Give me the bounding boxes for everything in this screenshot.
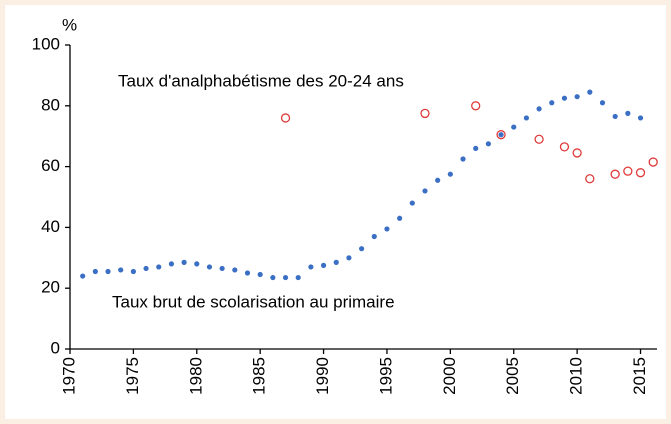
point bbox=[219, 265, 225, 272]
point bbox=[523, 115, 530, 121]
point bbox=[295, 274, 301, 281]
annotation: Taux d'analphabétisme des 20-24 ans bbox=[118, 71, 404, 90]
point bbox=[572, 148, 582, 158]
point bbox=[257, 271, 263, 278]
point bbox=[280, 113, 291, 123]
point bbox=[473, 145, 479, 151]
point bbox=[181, 259, 187, 265]
point bbox=[143, 265, 149, 272]
point bbox=[623, 166, 633, 176]
point bbox=[637, 115, 644, 121]
point bbox=[232, 267, 238, 273]
y-unit-label: % bbox=[62, 15, 77, 34]
point bbox=[536, 106, 542, 112]
point bbox=[92, 268, 98, 275]
y-tick-label: 80 bbox=[41, 95, 60, 114]
point bbox=[625, 110, 631, 116]
point bbox=[496, 130, 506, 140]
point bbox=[648, 157, 658, 167]
point bbox=[561, 95, 568, 101]
x-tick-label: 1980 bbox=[186, 357, 205, 395]
point bbox=[534, 134, 544, 144]
point bbox=[485, 141, 491, 147]
point bbox=[130, 268, 136, 275]
annotation: Taux brut de scolarisation au primaire bbox=[112, 292, 395, 311]
x-tick-label: 2010 bbox=[567, 357, 586, 395]
point bbox=[320, 262, 327, 268]
y-tick-label: 20 bbox=[41, 278, 60, 297]
x-tick-label: 1975 bbox=[123, 357, 142, 395]
point bbox=[435, 177, 441, 183]
point bbox=[471, 101, 481, 111]
point bbox=[447, 171, 453, 177]
point bbox=[168, 261, 175, 267]
x-tick-label: 1985 bbox=[250, 357, 269, 395]
point bbox=[599, 100, 606, 106]
point bbox=[460, 156, 466, 162]
point bbox=[156, 264, 162, 270]
point bbox=[346, 255, 352, 261]
point bbox=[282, 274, 289, 281]
y-tick-label: 100 bbox=[32, 34, 60, 53]
point bbox=[206, 264, 213, 270]
point bbox=[80, 273, 86, 279]
point bbox=[384, 226, 390, 232]
point bbox=[587, 89, 593, 95]
x-tick-label: 2015 bbox=[630, 357, 649, 395]
point bbox=[118, 267, 124, 273]
point bbox=[549, 100, 555, 106]
point bbox=[270, 274, 276, 281]
point bbox=[244, 270, 251, 276]
y-tick-label: 40 bbox=[41, 217, 60, 236]
x-tick-label: 2000 bbox=[440, 357, 459, 395]
point bbox=[409, 200, 415, 206]
point bbox=[635, 168, 646, 178]
point bbox=[574, 94, 580, 100]
point bbox=[358, 246, 365, 252]
point bbox=[610, 169, 620, 179]
y-tick-label: 60 bbox=[41, 156, 60, 175]
x-tick-label: 1995 bbox=[376, 357, 395, 395]
point bbox=[420, 108, 430, 119]
point bbox=[371, 233, 377, 240]
point bbox=[308, 264, 314, 270]
point bbox=[511, 124, 517, 130]
point bbox=[585, 174, 595, 184]
point bbox=[559, 142, 570, 152]
point bbox=[498, 132, 504, 138]
point bbox=[105, 268, 111, 275]
point bbox=[333, 259, 339, 265]
plot-background bbox=[5, 5, 666, 419]
x-tick-label: 2005 bbox=[503, 357, 522, 395]
x-tick-label: 1990 bbox=[313, 357, 332, 395]
point bbox=[194, 261, 200, 267]
point bbox=[422, 188, 428, 194]
point bbox=[397, 215, 403, 221]
point bbox=[612, 113, 618, 120]
x-tick-label: 1970 bbox=[59, 357, 78, 395]
y-tick-label: 0 bbox=[51, 338, 60, 357]
